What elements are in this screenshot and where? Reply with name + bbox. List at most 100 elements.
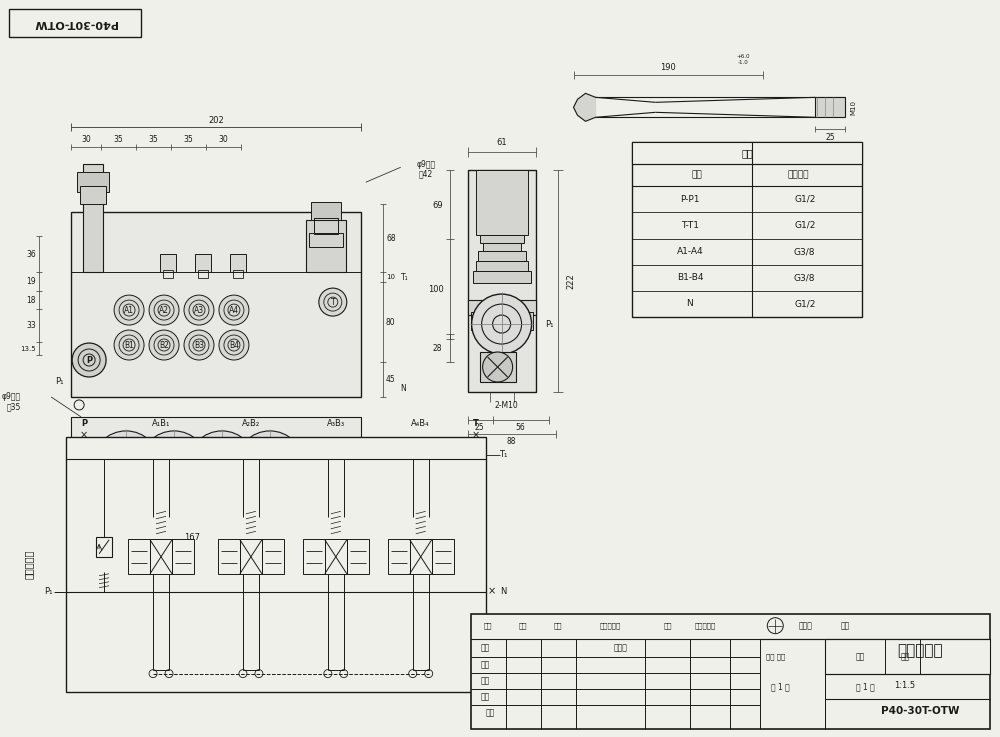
Bar — [262, 539, 284, 573]
Text: 100: 100 — [428, 284, 444, 293]
Text: B1-B4: B1-B4 — [677, 273, 703, 282]
Text: 接口: 接口 — [691, 171, 702, 180]
Text: A1-A4: A1-A4 — [677, 247, 703, 256]
Bar — [9, 10, 141, 38]
Text: 61: 61 — [496, 138, 507, 147]
Bar — [476, 170, 528, 235]
Text: 10: 10 — [386, 274, 395, 280]
Text: T₁: T₁ — [401, 273, 409, 282]
Bar — [195, 254, 211, 272]
Text: G1/2: G1/2 — [794, 195, 815, 204]
Text: 螺纹规格: 螺纹规格 — [787, 171, 809, 180]
Text: 阀体: 阀体 — [741, 148, 753, 158]
Bar — [128, 539, 150, 573]
Text: A₃B₃: A₃B₃ — [327, 419, 345, 428]
Text: 版本号: 版本号 — [798, 621, 812, 630]
Bar — [240, 539, 262, 573]
Text: 校对: 校对 — [481, 660, 490, 669]
Text: 35: 35 — [114, 135, 123, 144]
Bar — [468, 170, 536, 392]
Circle shape — [140, 431, 208, 499]
Bar — [77, 172, 109, 192]
Text: 年、月、日: 年、月、日 — [695, 622, 716, 629]
Text: N: N — [400, 385, 406, 394]
Bar — [172, 539, 194, 573]
Text: G3/8: G3/8 — [794, 273, 815, 282]
Text: 批准: 批准 — [486, 708, 495, 717]
Text: 分区: 分区 — [553, 622, 562, 629]
Text: 类型: 类型 — [841, 621, 850, 630]
Bar — [150, 539, 172, 573]
Text: 标准化: 标准化 — [614, 643, 627, 652]
Text: 28: 28 — [433, 343, 442, 352]
Text: 190: 190 — [661, 63, 676, 72]
Text: A3: A3 — [194, 306, 204, 315]
Text: G1/2: G1/2 — [794, 299, 815, 309]
Bar — [83, 164, 103, 272]
Circle shape — [149, 295, 179, 325]
Bar — [471, 614, 990, 729]
Text: P₁: P₁ — [55, 377, 63, 386]
Text: P: P — [81, 419, 87, 428]
Text: A₁B₁: A₁B₁ — [152, 419, 170, 428]
Bar — [210, 505, 234, 515]
Bar — [303, 539, 325, 573]
Text: 四联多路阀: 四联多路阀 — [897, 643, 943, 658]
Bar — [632, 142, 862, 164]
Text: P: P — [86, 355, 92, 365]
Text: 工艺: 工艺 — [481, 692, 490, 701]
Bar — [233, 270, 243, 278]
Bar — [311, 202, 341, 220]
Text: 2-M10: 2-M10 — [495, 402, 518, 411]
Text: 30: 30 — [81, 135, 91, 144]
Text: P40-30T-OTW: P40-30T-OTW — [881, 705, 959, 716]
Text: 19: 19 — [26, 276, 36, 286]
Bar — [483, 243, 521, 251]
Text: 35: 35 — [149, 135, 158, 144]
Bar — [218, 539, 240, 573]
Text: ×: × — [472, 430, 480, 440]
Circle shape — [319, 288, 347, 316]
Bar — [71, 212, 361, 397]
Text: B1: B1 — [124, 340, 134, 349]
Text: +6.0
-1.0: +6.0 -1.0 — [737, 54, 750, 65]
Circle shape — [184, 330, 214, 360]
Circle shape — [219, 295, 249, 325]
Circle shape — [472, 294, 532, 354]
Text: 33: 33 — [26, 321, 36, 329]
Text: 80: 80 — [386, 318, 396, 326]
Bar — [306, 220, 346, 272]
Circle shape — [236, 431, 304, 499]
Text: ×: × — [488, 587, 496, 597]
Text: 202: 202 — [208, 116, 224, 125]
Bar — [162, 505, 186, 515]
Bar — [388, 539, 410, 573]
Text: M10: M10 — [850, 99, 856, 115]
Bar — [230, 254, 246, 272]
Text: T: T — [331, 298, 335, 307]
Bar — [314, 218, 338, 234]
Text: N: N — [500, 587, 507, 596]
Bar — [96, 537, 112, 556]
Text: 重量: 重量 — [856, 652, 865, 661]
Circle shape — [114, 295, 144, 325]
Circle shape — [92, 431, 160, 499]
Bar — [160, 254, 176, 272]
Text: 167: 167 — [184, 534, 200, 542]
Text: 88: 88 — [507, 438, 516, 447]
Bar — [471, 312, 533, 330]
Text: φ9通孔: φ9通孔 — [2, 393, 21, 402]
Text: T₁: T₁ — [499, 450, 508, 459]
Bar — [325, 539, 347, 573]
Bar — [66, 437, 486, 691]
Text: 18: 18 — [26, 296, 36, 304]
Text: 25: 25 — [825, 133, 835, 142]
Text: ×: × — [80, 430, 88, 440]
Bar — [480, 352, 516, 382]
Circle shape — [483, 352, 513, 382]
Text: P40-30T-OTW: P40-30T-OTW — [33, 18, 117, 29]
Text: 共 1 张: 共 1 张 — [771, 682, 790, 691]
Text: 高42: 高42 — [419, 170, 433, 179]
Text: 标记: 标记 — [483, 622, 492, 629]
Bar — [825, 639, 990, 674]
